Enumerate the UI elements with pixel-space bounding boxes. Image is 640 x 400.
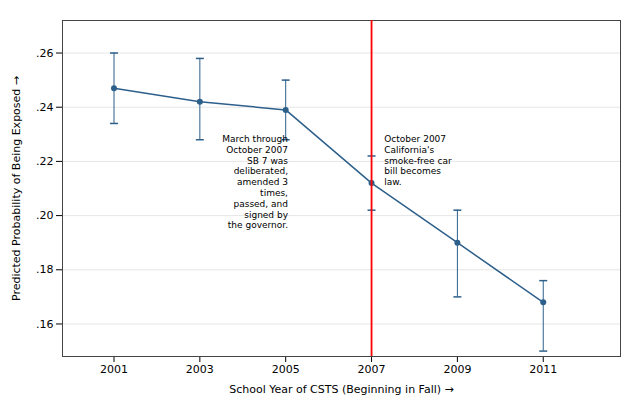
svg-text:2003: 2003 [186, 363, 214, 376]
svg-text:2009: 2009 [443, 363, 471, 376]
svg-text:2001: 2001 [100, 363, 128, 376]
svg-text:.24: .24 [36, 101, 54, 114]
svg-text:.22: .22 [36, 155, 54, 168]
svg-text:.18: .18 [36, 263, 54, 276]
svg-text:.16: .16 [36, 318, 54, 331]
svg-text:2007: 2007 [358, 363, 386, 376]
svg-text:2005: 2005 [272, 363, 300, 376]
svg-text:2011: 2011 [529, 363, 557, 376]
svg-text:.26: .26 [36, 47, 54, 60]
svg-text:Predicted Probability of Being: Predicted Probability of Being Exposed → [10, 76, 23, 301]
svg-text:October 2007California'ssmoke-: October 2007California'ssmoke-free carbi… [384, 134, 452, 187]
svg-text:.20: .20 [36, 209, 54, 222]
svg-text:March throughOctober 2007SB 7: March throughOctober 2007SB 7 wasdeliber… [222, 134, 288, 230]
svg-text:School Year of CSTS (Beginning: School Year of CSTS (Beginning in Fall) … [229, 383, 454, 396]
